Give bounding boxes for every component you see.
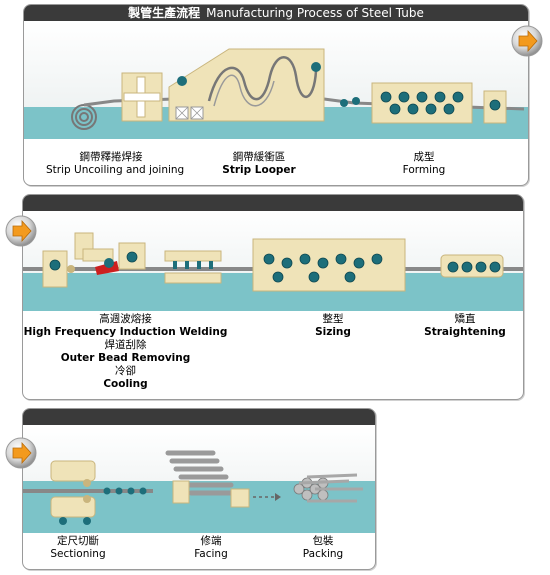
label-cn: 冷卻 (115, 365, 136, 377)
sectioning-unit (23, 460, 153, 525)
cooling-unit (164, 250, 222, 284)
label-en: Outer Bead Removing (60, 352, 191, 364)
title-chinese: 製管生產流程 (128, 6, 201, 20)
page-title: 製管生產流程 Manufacturing Process of Steel Tub… (24, 5, 528, 21)
label-en: Forming (402, 164, 446, 176)
facing-unit (165, 450, 281, 508)
label-uncoiling: 鋼帶釋捲焊接 Strip Uncoiling and joining (46, 151, 185, 177)
label-cn: 鋼帶釋捲焊接 (79, 151, 143, 163)
forming-mill (340, 82, 507, 124)
label-cn: 成型 (413, 151, 435, 163)
panel-forming: 製管生產流程 Manufacturing Process of Steel Tub… (23, 4, 529, 186)
label-packing: 包裝 Packing (283, 535, 363, 561)
tube-bundle (293, 473, 363, 503)
label-forming: 成型 Forming (374, 151, 474, 177)
label-facing: 修端 Facing (171, 535, 251, 561)
label-straightening: 矯直 Straightening (413, 313, 517, 339)
label-cn: 修端 (200, 535, 222, 547)
label-cn: 定尺切斷 (57, 535, 99, 547)
panel-finishing: 定尺切斷 Sectioning 修端 Facing 包裝 Packing (22, 408, 376, 570)
panel-welding: 高週波熔接 High Frequency Induction Welding 焊… (22, 194, 524, 400)
title-english: Manufacturing Process of Steel Tube (206, 6, 424, 20)
welding-scene (23, 211, 523, 311)
label-sectioning: 定尺切斷 Sectioning (23, 535, 133, 561)
label-en: Packing (302, 548, 344, 560)
sizing-mill (252, 238, 406, 292)
label-en: Strip Uncoiling and joining (46, 164, 185, 176)
uncoiler-machine (121, 72, 163, 122)
label-cn: 包裝 (312, 535, 334, 547)
label-sizing: 整型 Sizing (283, 313, 383, 339)
label-cn: 鋼帶緩衝區 (232, 151, 286, 163)
label-looper: 鋼帶緩衝區 Strip Looper (209, 151, 309, 177)
label-en: High Frequency Induction Welding (23, 326, 228, 338)
welding-unit (42, 232, 146, 288)
label-en: Cooling (103, 378, 148, 390)
label-en: Strip Looper (222, 164, 296, 176)
label-cn: 高週波熔接 (99, 313, 152, 325)
label-cn: 矯直 (454, 313, 476, 325)
label-cn: 焊道刮除 (104, 339, 147, 351)
straightening-unit (440, 254, 504, 278)
label-en: Sectioning (50, 548, 106, 560)
next-arrow-icon[interactable] (4, 436, 38, 470)
label-welding: 高週波熔接 High Frequency Induction Welding 焊… (23, 313, 228, 391)
label-en: Sizing (315, 326, 351, 338)
finishing-scene (23, 425, 375, 533)
panel-header (23, 195, 523, 211)
label-en: Straightening (424, 326, 506, 338)
label-cn: 整型 (322, 313, 344, 325)
next-arrow-icon[interactable] (4, 214, 38, 248)
panel-header (23, 409, 375, 425)
label-en: Facing (194, 548, 228, 560)
forming-scene (24, 21, 528, 139)
looper-machine (168, 48, 325, 122)
next-arrow-icon[interactable] (510, 24, 544, 58)
panel-header (24, 5, 528, 21)
